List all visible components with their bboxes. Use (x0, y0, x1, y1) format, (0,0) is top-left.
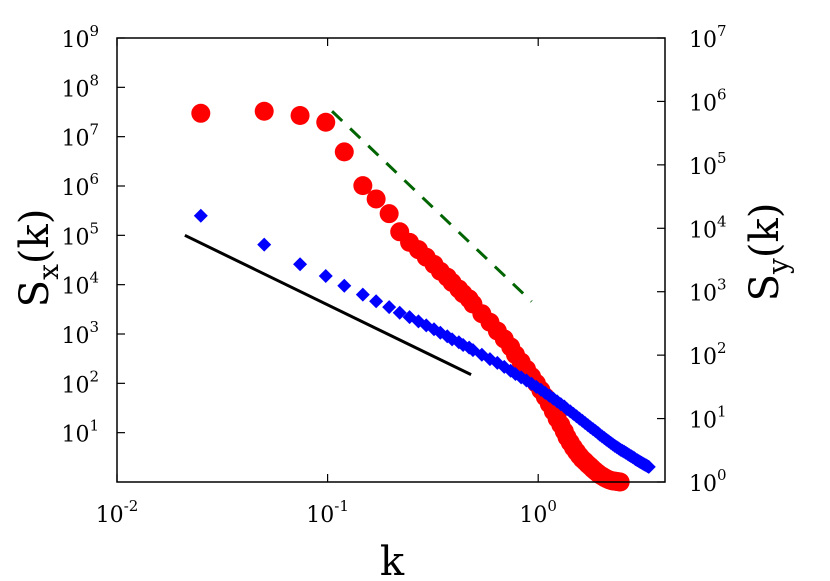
y-left-tick-label: 103 (61, 318, 99, 349)
x-tick-label: 100 (519, 497, 557, 528)
y-right-tick-label: 107 (689, 22, 727, 53)
guide-line-dashed (331, 110, 533, 303)
y-left-tick-label: 101 (61, 417, 99, 448)
blue-diamond-point (369, 294, 384, 309)
y-left-title-base: S (12, 280, 58, 307)
y-left-axis-title: Sx(k) (12, 209, 65, 308)
y-left-title-sub: x (32, 264, 65, 280)
blue-diamond-point (355, 287, 370, 302)
y-right-axis-title: Sy(k) (742, 203, 795, 302)
blue-diamond-point (337, 278, 352, 293)
x-axis-title: k (380, 539, 405, 581)
blue-diamond-point (193, 208, 208, 223)
y-right-tick-label: 106 (689, 85, 727, 116)
y-left-title-rest: (k) (12, 209, 58, 264)
x-tick-label: 10-2 (96, 497, 139, 528)
y-right-tick-label: 100 (689, 466, 727, 497)
red-circle-point (379, 204, 399, 224)
x-tick-label: 10-1 (306, 497, 349, 528)
red-circle-point (254, 101, 274, 121)
y-left-tick-label: 105 (61, 219, 99, 250)
y-left-tick-label: 108 (61, 71, 99, 102)
red-circle-point (334, 142, 354, 162)
y-right-tick-label: 104 (689, 212, 727, 243)
plot-frame (116, 37, 666, 483)
red-circle-point (191, 103, 211, 123)
red-circle-point (353, 176, 373, 196)
y-right-title-sub: y (762, 258, 795, 275)
blue-diamond-point (392, 305, 407, 320)
blue-diamond-point (318, 268, 333, 283)
y-right-tick-label: 102 (689, 339, 727, 370)
red-circle-point (290, 106, 310, 126)
y-right-title-base: S (742, 274, 788, 301)
blue-diamond-point (641, 459, 656, 474)
y-left-tick-label: 106 (61, 170, 99, 201)
y-left-tick-label: 104 (61, 269, 99, 300)
blue-diamond-point (382, 300, 397, 315)
y-right-tick-label: 101 (689, 403, 727, 434)
chart-marks (184, 101, 656, 492)
red-circle-point (316, 112, 336, 132)
y-right-tick-label: 103 (689, 276, 727, 307)
y-left-tick-label: 109 (61, 22, 99, 53)
red-circle-point (366, 189, 386, 209)
axis-ticks: 101 102 103 104 105 106 107 108 109 100 101 102 103 1… (61, 22, 726, 528)
y-right-tick-label: 105 (689, 149, 727, 180)
guide-line-solid (184, 233, 472, 376)
blue-diamond-point (293, 257, 308, 272)
y-left-tick-label: 102 (61, 367, 99, 398)
y-right-title-rest: (k) (742, 203, 788, 258)
blue-diamond-point (257, 237, 272, 252)
y-left-tick-label: 107 (61, 121, 99, 152)
